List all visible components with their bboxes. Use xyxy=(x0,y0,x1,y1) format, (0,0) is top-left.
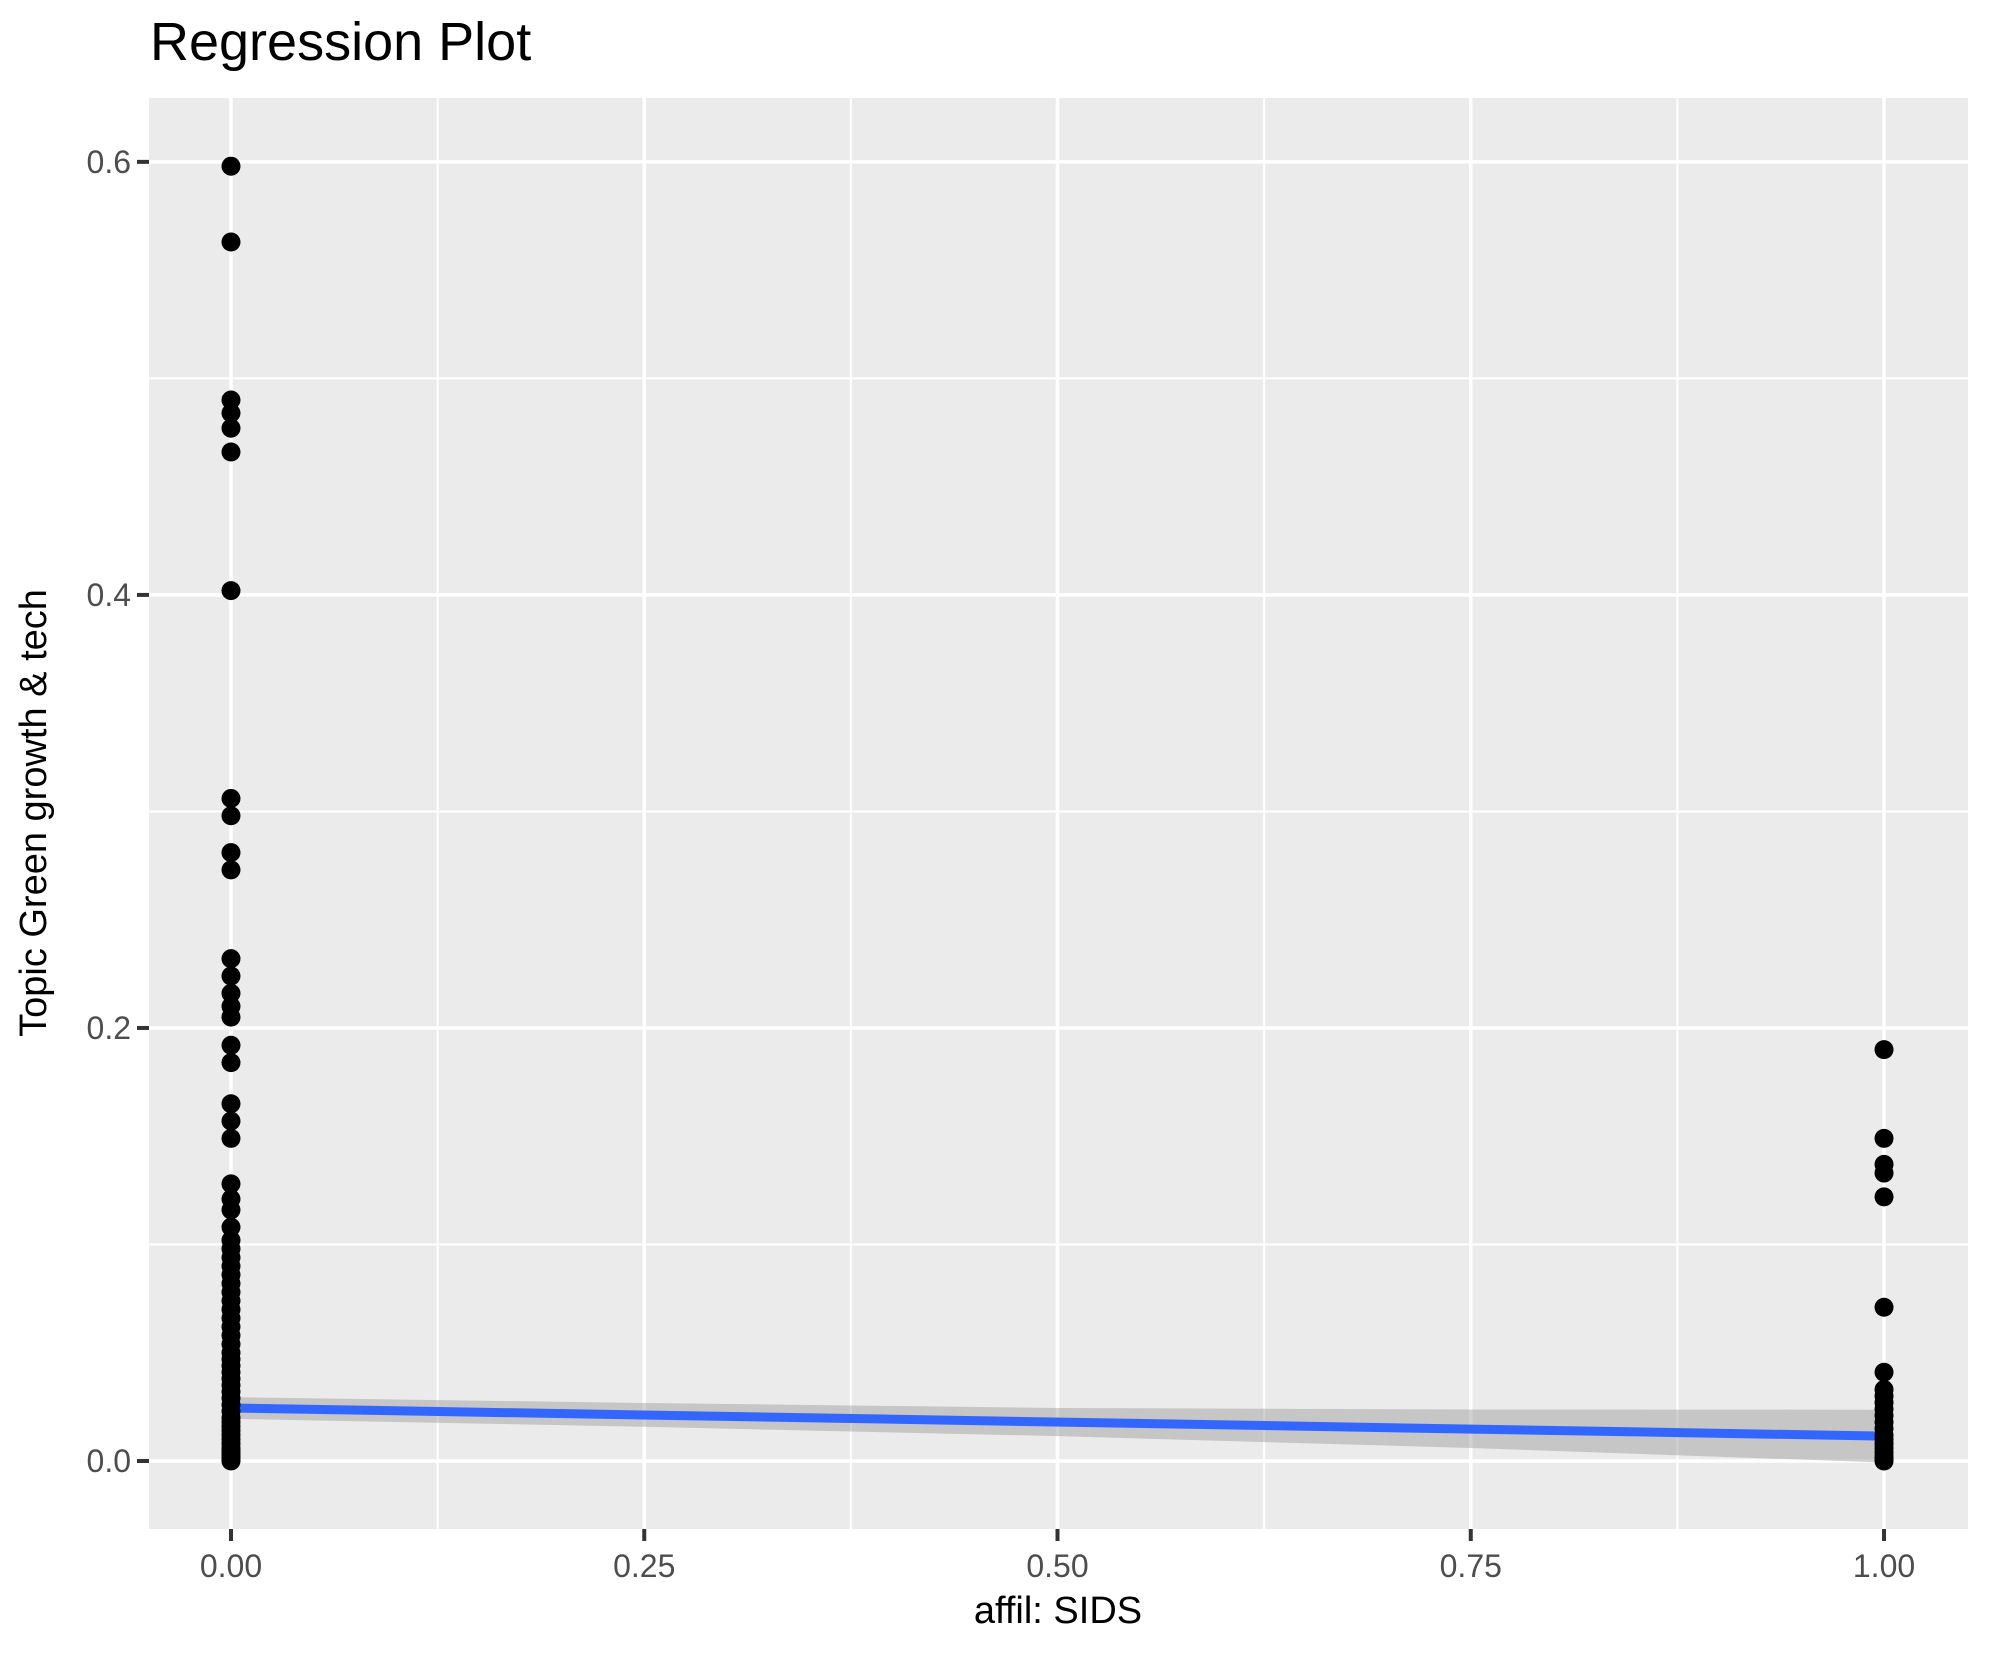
x-tick-label: 0.25 xyxy=(613,1548,675,1584)
data-point xyxy=(221,418,241,438)
data-point xyxy=(1874,1187,1894,1207)
data-point xyxy=(1874,1451,1894,1471)
data-point xyxy=(221,390,241,410)
regression-line xyxy=(230,1403,1885,1441)
data-point xyxy=(1874,1040,1894,1060)
data-point xyxy=(221,156,241,176)
y-tick-label: 0.4 xyxy=(87,577,131,613)
y-axis-title: Topic Green growth & tech xyxy=(13,589,55,1037)
data-point xyxy=(221,1200,241,1220)
data-point xyxy=(1874,1163,1894,1183)
data-point xyxy=(221,966,241,986)
data-point xyxy=(1874,1128,1894,1148)
y-tick-label: 0.6 xyxy=(87,144,131,180)
x-tick-label: 0.75 xyxy=(1440,1548,1502,1584)
x-axis-title: affil: SIDS xyxy=(974,1590,1142,1632)
y-tick-label: 0.0 xyxy=(87,1443,131,1479)
x-tick-label: 0.00 xyxy=(200,1548,262,1584)
data-point xyxy=(221,1053,241,1073)
data-point xyxy=(221,788,241,808)
data-point xyxy=(221,442,241,462)
data-point xyxy=(221,1451,241,1471)
data-point xyxy=(221,1007,241,1027)
y-tick-label: 0.2 xyxy=(87,1010,131,1046)
data-point xyxy=(221,1111,241,1131)
data-point xyxy=(221,403,241,423)
data-point xyxy=(221,949,241,969)
data-point xyxy=(221,1217,241,1237)
x-tick-label: 1.00 xyxy=(1853,1548,1915,1584)
data-point xyxy=(221,1035,241,1055)
data-point xyxy=(221,983,241,1003)
x-tick-label: 0.50 xyxy=(1026,1548,1088,1584)
data-point xyxy=(221,581,241,601)
data-point xyxy=(221,1094,241,1114)
chart-title: Regression Plot xyxy=(150,12,531,72)
data-point xyxy=(221,1128,241,1148)
data-point xyxy=(1874,1362,1894,1382)
data-point xyxy=(221,843,241,863)
data-point xyxy=(221,232,241,252)
data-point xyxy=(221,806,241,826)
data-point xyxy=(1874,1297,1894,1317)
data-point xyxy=(221,1174,241,1194)
data-point xyxy=(221,860,241,880)
